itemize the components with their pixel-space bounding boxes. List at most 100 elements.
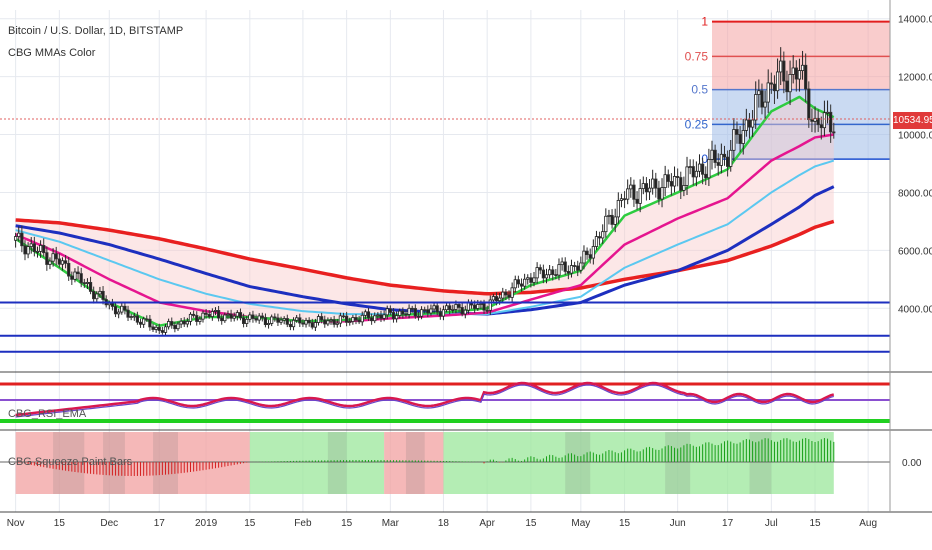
current-price-badge: 10534.95	[893, 112, 932, 129]
candle-body	[535, 267, 539, 279]
candle-body	[688, 166, 692, 168]
candle-body	[660, 187, 664, 200]
candle-body	[107, 302, 111, 306]
candle-body	[151, 326, 155, 330]
candle-body	[138, 321, 143, 325]
squeeze-stripe	[749, 432, 772, 494]
candle-body	[63, 260, 68, 264]
candle-body	[604, 215, 608, 233]
candle-body	[800, 64, 805, 71]
x-tick-label: Apr	[479, 518, 495, 529]
candle-body	[304, 320, 308, 325]
candle-body	[48, 260, 52, 265]
candle-body	[507, 294, 511, 298]
fib-level-label: 0.25	[685, 117, 709, 131]
candle-body	[763, 101, 767, 108]
candle-body	[691, 166, 695, 178]
candle-body	[629, 184, 633, 190]
candle-body	[657, 187, 661, 200]
candle-body	[788, 74, 792, 93]
candle-body	[204, 312, 208, 315]
candle-body	[345, 315, 349, 323]
candle-body	[276, 317, 280, 323]
x-tick-label: 15	[619, 518, 631, 529]
x-tick-label: May	[571, 518, 590, 529]
candle-body	[126, 309, 130, 318]
candle-body	[401, 310, 405, 315]
squeeze-pane-label: CBG Squeeze Paint Bars	[8, 456, 133, 468]
candle-body	[413, 308, 417, 317]
squeeze-background	[443, 432, 834, 494]
candle-body	[142, 318, 146, 325]
candle-body	[307, 320, 311, 324]
candle-body	[332, 319, 336, 325]
candle-body	[288, 323, 293, 328]
x-tick-label: 15	[525, 518, 537, 529]
x-tick-label: Jul	[765, 518, 778, 529]
candle-body	[560, 261, 564, 266]
squeeze-stripe	[405, 432, 425, 494]
candle-body	[67, 262, 71, 277]
candle-body	[607, 214, 611, 217]
candle-body	[354, 317, 358, 321]
candle-body	[766, 82, 770, 103]
candle-body	[707, 158, 711, 179]
fib-level-label: 1	[701, 15, 708, 29]
candle-body	[816, 117, 820, 126]
candle-body	[529, 277, 533, 283]
candle-body	[832, 131, 836, 134]
candle-body	[129, 316, 133, 318]
candle-body	[454, 304, 458, 310]
candle-body	[173, 324, 177, 330]
candle-body	[448, 305, 452, 311]
candle-body	[516, 279, 520, 285]
candle-body	[641, 183, 645, 189]
candle-body	[726, 156, 730, 167]
x-tick-label: 17	[154, 518, 166, 529]
candle-body	[635, 198, 639, 204]
candle-body	[710, 149, 714, 160]
candle-body	[385, 308, 389, 316]
candle-body	[223, 314, 227, 322]
squeeze-stripe	[565, 432, 591, 494]
candle-body	[188, 313, 193, 322]
x-tick-label: Feb	[294, 518, 312, 529]
candle-body	[301, 322, 305, 325]
candle-body	[582, 250, 586, 264]
x-tick-label: 18	[438, 518, 450, 529]
candle-body	[270, 316, 274, 324]
candle-body	[541, 269, 545, 279]
candle-body	[382, 314, 386, 319]
candle-body	[241, 317, 246, 324]
candle-body	[619, 198, 624, 201]
candle-body	[807, 88, 811, 121]
candle-body	[822, 112, 827, 129]
candle-body	[416, 315, 421, 318]
candle-body	[538, 267, 542, 271]
candle-body	[772, 83, 777, 92]
candle-body	[672, 176, 677, 187]
candle-body	[735, 129, 739, 135]
fib-zone	[712, 21, 890, 57]
candle-body	[310, 322, 314, 328]
candle-body	[76, 271, 80, 275]
candle-body	[669, 181, 674, 187]
candle-body	[407, 307, 411, 315]
candle-body	[163, 326, 168, 333]
candle-body	[585, 250, 589, 256]
candle-body	[263, 317, 268, 326]
candle-body	[554, 274, 558, 276]
candle-body	[813, 117, 817, 122]
candle-body	[426, 309, 430, 314]
squeeze-stripe	[665, 432, 691, 494]
candle-body	[647, 187, 652, 193]
candle-body	[348, 321, 352, 323]
candle-body	[279, 319, 283, 323]
candle-body	[460, 307, 464, 315]
rsi-pane-label: CBG_RSI_EMA	[8, 408, 87, 420]
candle-body	[57, 258, 61, 265]
candle-body	[376, 314, 380, 317]
candle-body	[273, 316, 277, 319]
candle-body	[482, 303, 486, 311]
